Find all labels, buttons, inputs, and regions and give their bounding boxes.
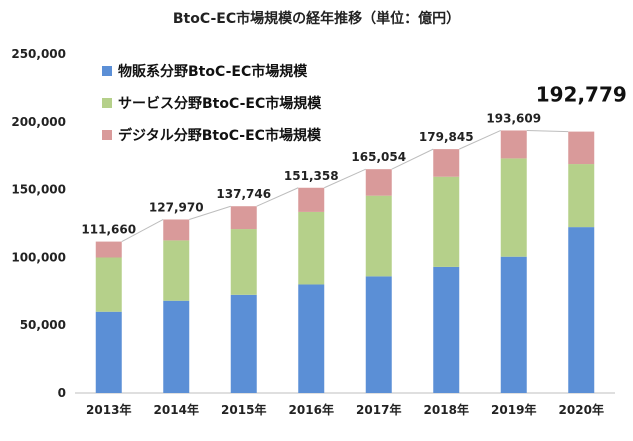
y-tick-label: 150,000 [11,183,66,197]
y-tick-label: 100,000 [11,250,66,264]
total-label: 151,358 [284,169,339,183]
chart-title: BtoC-EC市場規模の経年推移（単位：億円） [172,11,461,27]
y-tick-label: 200,000 [11,115,66,129]
trend-line-segment [324,168,366,189]
y-tick-label: 50,000 [20,318,66,332]
total-label: 179,845 [419,130,474,144]
x-tick-label: 2020年 [559,402,604,417]
bar-segment-1 [568,227,595,393]
trend-line-segment [391,148,434,170]
total-label: 127,970 [149,200,204,214]
trend-line-segment [189,205,231,220]
bar-segment-1 [500,256,527,393]
x-tick-label: 2013年 [86,402,131,417]
bar-segment-3 [365,169,392,196]
total-label: 165,054 [351,150,406,164]
total-label: 193,609 [486,111,541,125]
x-tick-label: 2017年 [356,402,401,417]
legend-label: 物販系分野BtoC-EC市場規模 [118,63,308,80]
x-tick-label: 2019年 [491,402,536,417]
total-label: 137,746 [216,187,271,201]
x-tick-label: 2015年 [221,402,266,417]
x-tick-label: 2016年 [289,402,334,417]
bar-segment-2 [163,240,190,301]
bar-segment-3 [95,241,122,258]
bar-segment-2 [95,257,122,312]
bar-segment-1 [95,311,122,393]
bar-segment-3 [163,219,190,241]
legend-label: デジタル分野BtoC-EC市場規模 [118,127,322,144]
bar-segment-3 [230,206,257,230]
legend-swatch [102,98,112,108]
x-tick-label: 2014年 [154,402,199,417]
legend-label: サービス分野BtoC-EC市場規模 [118,95,322,112]
bar-segment-2 [365,195,392,277]
y-tick-label: 250,000 [11,47,66,61]
trend-line-segment [526,129,569,133]
bar-segment-2 [433,176,460,267]
bar-segment-1 [365,276,392,393]
bar-segment-1 [298,284,325,393]
bar-segment-2 [230,229,257,295]
legend-swatch [102,130,112,140]
bar-segment-3 [298,187,325,212]
trend-line-segment [459,130,501,150]
bar-segment-3 [433,149,460,177]
bar-segment-1 [163,300,190,393]
bar-segment-3 [568,131,595,165]
legend-swatch [102,66,112,76]
bar-segment-1 [433,266,460,393]
x-tick-label: 2018年 [424,402,469,417]
bar-segment-1 [230,294,257,393]
bar-segment-2 [568,164,595,228]
trend-line-segment [256,187,299,207]
total-label: 192,779 [536,83,627,107]
bar-segment-3 [500,130,527,159]
trend-line-segment [121,219,164,243]
total-label: 111,660 [81,223,136,237]
bar-segment-2 [500,158,527,257]
y-tick-label: 0 [58,386,66,400]
bar-segment-2 [298,211,325,285]
